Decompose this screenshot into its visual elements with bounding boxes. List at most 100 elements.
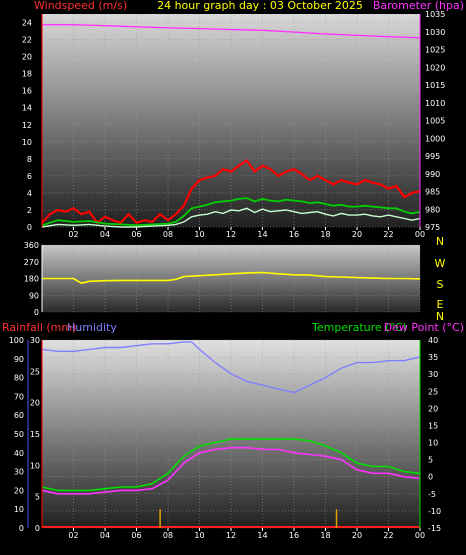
graph-title: 24 hour graph day : 03 October 2025	[157, 0, 363, 12]
direction-tick-270: 270	[24, 258, 39, 267]
x-tick-label-00: 00	[415, 230, 425, 239]
x-tick-label-14: 14	[257, 230, 267, 239]
x-tick-label-06: 06	[131, 230, 141, 239]
x-tick-label-14: 14	[257, 531, 267, 540]
x-tick-label-04: 04	[100, 230, 110, 239]
windspeed-tick-0: 0	[27, 223, 32, 232]
dewpoint-line	[41, 446, 421, 495]
temperature-tick--15: -15	[428, 524, 441, 533]
temperature-tick-30: 30	[428, 370, 438, 379]
x-tick-label-10: 10	[194, 531, 204, 540]
barometer-tick-1025: 1025	[425, 46, 445, 55]
humidity-tick-10: 10	[14, 505, 24, 514]
temperature-axis-label: Temperature (°C)	[311, 321, 407, 334]
direction-series	[42, 271, 421, 285]
rainfall-tick-10: 10	[30, 461, 40, 470]
x-tick-label-18: 18	[320, 230, 330, 239]
direction-tick-360: 360	[24, 241, 39, 250]
temperature-tick-35: 35	[428, 353, 438, 362]
windspeed-tick-18: 18	[22, 70, 32, 79]
barometer-tick-995: 995	[425, 152, 440, 161]
rainfall-axis-label: Rainfall (mm)	[2, 321, 76, 334]
temperature-tick-0: 0	[428, 473, 433, 482]
direction-tick-0: 0	[34, 308, 39, 317]
rainfall-tick-20: 20	[30, 399, 40, 408]
rainfall-tick-30: 30	[30, 336, 40, 345]
wind-low-line	[41, 207, 421, 228]
humidity-tick-0: 0	[19, 524, 24, 533]
windspeed-tick-8: 8	[27, 155, 32, 164]
barometer-tick-980: 980	[425, 205, 440, 214]
windspeed-tick-24: 24	[22, 19, 32, 28]
wind-direction-line	[42, 271, 421, 285]
direction-tick-180: 180	[24, 275, 39, 284]
x-tick-label-20: 20	[352, 531, 362, 540]
windspeed-tick-2: 2	[27, 206, 32, 215]
x-tick-label-02: 02	[68, 531, 78, 540]
wind-axes: 0246810121416182022249759809859909951000…	[22, 10, 446, 239]
gust-avg-line	[41, 197, 421, 227]
x-tick-label-22: 22	[383, 531, 393, 540]
windspeed-tick-22: 22	[22, 36, 32, 45]
humidity-tick-40: 40	[14, 449, 24, 458]
x-tick-label-10: 10	[194, 230, 204, 239]
humidity-tick-100: 100	[9, 336, 24, 345]
wind-series	[41, 24, 421, 228]
barometer-tick-1000: 1000	[425, 134, 445, 143]
humidity-tick-80: 80	[14, 374, 24, 383]
barometer-axis-label: Barometer (hpa)	[373, 0, 464, 12]
climate-series	[41, 341, 421, 528]
barometer-line	[42, 24, 421, 39]
x-tick-label-08: 08	[163, 230, 173, 239]
x-tick-label-16: 16	[289, 531, 299, 540]
temperature-tick-5: 5	[428, 456, 433, 465]
barometer-tick-985: 985	[425, 188, 440, 197]
compass-E-3: E	[437, 298, 444, 311]
barometer-tick-1020: 1020	[425, 63, 445, 72]
rainfall-tick-5: 5	[35, 493, 40, 502]
windspeed-tick-20: 20	[22, 53, 32, 62]
windspeed-tick-4: 4	[27, 189, 32, 198]
x-tick-label-08: 08	[163, 531, 173, 540]
windspeed-tick-10: 10	[22, 138, 32, 147]
temperature-tick--5: -5	[428, 490, 436, 499]
x-tick-label-06: 06	[131, 531, 141, 540]
windspeed-axis-label: Windspeed (m/s)	[34, 0, 127, 12]
compass-N-4: N	[436, 310, 444, 323]
temperature-tick-20: 20	[428, 404, 438, 413]
temperature-tick-15: 15	[428, 421, 438, 430]
x-tick-label-12: 12	[226, 531, 236, 540]
x-tick-label-02: 02	[68, 230, 78, 239]
rainfall-tick-0: 0	[35, 524, 40, 533]
windspeed-tick-16: 16	[22, 87, 32, 96]
x-tick-label-22: 22	[383, 230, 393, 239]
barometer-tick-1015: 1015	[425, 81, 445, 90]
x-tick-label-04: 04	[100, 531, 110, 540]
x-tick-label-12: 12	[226, 230, 236, 239]
windspeed-tick-6: 6	[27, 172, 32, 181]
humidity-tick-60: 60	[14, 411, 24, 420]
rainfall-tick-15: 15	[30, 430, 40, 439]
temperature-tick-40: 40	[428, 336, 438, 345]
barometer-tick-1035: 1035	[425, 10, 445, 19]
x-tick-label-16: 16	[289, 230, 299, 239]
x-tick-label-18: 18	[320, 531, 330, 540]
barometer-tick-990: 990	[425, 170, 440, 179]
direction-tick-90: 90	[29, 291, 39, 300]
barometer-tick-1030: 1030	[425, 28, 445, 37]
humidity-tick-90: 90	[14, 355, 24, 364]
temperature-tick-25: 25	[428, 387, 438, 396]
climate-axes: 0102030405060708090100051015202530-15-10…	[9, 336, 441, 540]
windspeed-tick-12: 12	[22, 121, 32, 130]
direction-grid	[42, 244, 421, 313]
temperature-line	[41, 438, 421, 492]
humidity-tick-30: 30	[14, 468, 24, 477]
x-tick-label-20: 20	[352, 230, 362, 239]
wind-plot-area	[42, 14, 420, 227]
compass-W-1: W	[435, 257, 446, 270]
dewpoint-axis-label: Dew Point (°C)	[384, 321, 464, 334]
windspeed-tick-14: 14	[22, 104, 32, 113]
humidity-axis-label: Humidity	[67, 321, 117, 334]
